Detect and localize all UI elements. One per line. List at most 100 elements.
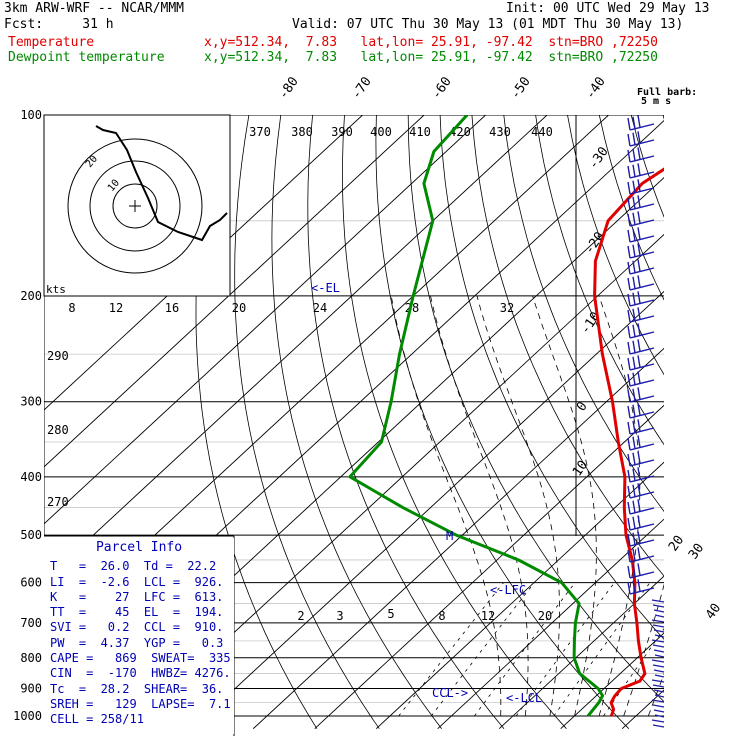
- wind-barb-flag: [637, 547, 641, 560]
- model-title: 3km ARW-WRF -- NCAR/MMM: [4, 1, 185, 16]
- parcel-row-pw-ygp: PW = 4.37 YGP = 0.3: [50, 635, 224, 650]
- dry-adiabat-line: [567, 115, 664, 376]
- moist-adiabat-line: [430, 295, 529, 717]
- hodograph-speed-tick: 16: [165, 301, 179, 315]
- ccl-annotation: CCL->: [432, 686, 468, 700]
- wind-barb-flag: [637, 371, 641, 384]
- wind-barb-flag: [637, 291, 641, 304]
- mixing-ratio-line: [553, 582, 651, 717]
- wind-legend-top: Full barb:: [637, 87, 697, 98]
- wind-barb-flag: [637, 515, 641, 528]
- theta-label: 410: [409, 125, 431, 139]
- wind-barb-staff: [629, 555, 655, 563]
- wind-barb-low-level: [653, 669, 665, 673]
- pressure-tick-label: 500: [20, 528, 42, 542]
- wind-barb-flag: [632, 420, 636, 433]
- wind-barb-flag: [627, 373, 631, 387]
- isotherm-label: -40: [583, 74, 609, 102]
- hodograph-speed-tick: 8: [68, 301, 75, 315]
- dry-adiabat-line: [695, 115, 740, 729]
- wind-barb-staff: [629, 187, 655, 195]
- wind-barb-flag: [632, 228, 636, 241]
- dry-adiabat-line: [407, 115, 664, 703]
- wind-barb-flag: [632, 356, 636, 369]
- wind-barb-staff: [629, 459, 655, 467]
- wind-barb-flag: [632, 436, 636, 449]
- mixing-ratio-label: 3: [336, 609, 343, 623]
- wind-barb-flag: [637, 323, 641, 336]
- wind-barb-flag: [637, 275, 641, 288]
- wind-barb-staff: [629, 491, 655, 499]
- wind-barb-low-level: [653, 629, 665, 633]
- isotherm-line: [560, 632, 664, 730]
- wind-barb-low-level: [652, 724, 665, 728]
- wind-barb-flag: [637, 227, 641, 240]
- hodograph-ring-20: [89, 160, 181, 252]
- hodograph-ring-10: [112, 183, 158, 229]
- parcel-row-svi-ccl: SVI = 0.2 CCL = 910.: [50, 620, 224, 635]
- wind-barb-low-level: [651, 719, 665, 723]
- wind-barb-flag: [632, 180, 636, 193]
- wind-barb-staff: [629, 267, 655, 275]
- wind-barb-flag: [632, 452, 636, 465]
- temperature-legend-label: Temperature: [8, 35, 95, 50]
- pressure-tick-label: 700: [20, 616, 42, 630]
- wind-barb-flag: [627, 549, 631, 563]
- wind-barb-flag: [627, 133, 631, 147]
- hodograph-speed-tick: 24: [313, 301, 327, 315]
- parcel-row-cell: CELL = 258/11: [50, 712, 144, 727]
- wind-barb-flag: [637, 531, 641, 544]
- wind-barb-flag: [632, 516, 636, 529]
- wind-barb-low-level: [654, 714, 665, 718]
- isotherm-label: 30: [686, 541, 707, 562]
- wind-barb-flag: [627, 469, 631, 483]
- wind-barb-staff: [629, 315, 655, 323]
- wind-barb-low-level: [653, 689, 665, 693]
- parcel-row-tc-shear: Tc = 28.2 SHEAR= 36.: [50, 681, 224, 696]
- parcel-row-t-td: T = 26.0 Td = 22.2: [50, 559, 217, 574]
- pressure-tick-label: 400: [20, 470, 42, 484]
- isotherm-label: 40: [703, 601, 724, 622]
- wind-barb-low-level: [654, 654, 665, 658]
- lcl-annotation: <-LCL: [506, 691, 542, 705]
- wind-barb-low-level: [654, 674, 665, 678]
- parcel-info-title: Parcel Info: [95, 540, 183, 555]
- wind-barb-flag: [632, 484, 636, 497]
- wind-barb-staff: [629, 395, 655, 403]
- wind-barb-flag: [627, 421, 631, 435]
- wind-barb-flag: [637, 467, 641, 480]
- isotherm-line: [44, 115, 425, 468]
- wind-barb-flag: [637, 483, 641, 496]
- isotherm-line: [252, 347, 664, 730]
- wind-barb-low-level: [651, 619, 665, 623]
- wind-barb-flag: [632, 116, 636, 129]
- temperature-profile-line: [593, 167, 664, 717]
- wind-barb-flag: [627, 309, 631, 323]
- theta-label: 440: [531, 125, 553, 139]
- wind-barb-staff: [629, 475, 655, 483]
- theta-side-label: 280: [47, 423, 69, 437]
- dry-adiabat-line: [630, 115, 664, 218]
- hodograph-speed-tick: 32: [500, 301, 514, 315]
- wind-barb-staff: [629, 155, 655, 163]
- dewpoint-profile-line: [348, 115, 605, 717]
- dry-adiabat-line: [195, 115, 318, 729]
- isotherm-label: -80: [276, 74, 302, 102]
- wind-barb-flag: [627, 181, 631, 195]
- isotherm-label: 10: [570, 458, 591, 479]
- valid-time: Valid: 07 UTC Thu 30 May 13 (01 MDT Thu …: [292, 17, 684, 32]
- wind-barb-staff: [629, 171, 655, 179]
- wind-barb-flag: [632, 532, 636, 545]
- wind-barb-flag: [632, 548, 636, 561]
- wind-barb-flag: [632, 164, 636, 177]
- isotherm-label: -60: [429, 74, 455, 102]
- mixing-ratio-line: [398, 582, 504, 717]
- wind-barb-flag: [627, 341, 631, 355]
- wind-barb-flag: [632, 340, 636, 353]
- moist-adiabat-line: [647, 672, 664, 717]
- theta-label: 370: [249, 125, 271, 139]
- wind-barb-staff: [629, 347, 655, 355]
- wind-barb-flag: [632, 580, 636, 593]
- hodograph-speed-tick: 12: [109, 301, 123, 315]
